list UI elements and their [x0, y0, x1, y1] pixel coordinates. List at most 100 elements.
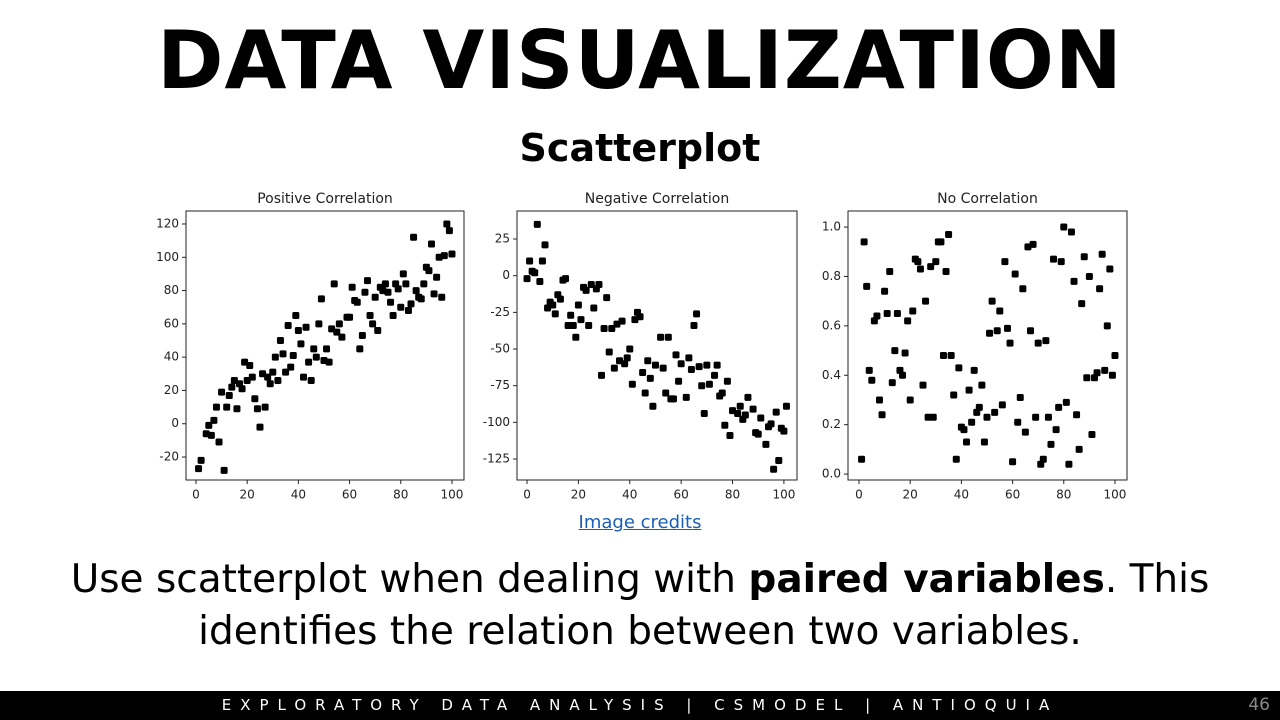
scatter-point [875, 396, 883, 404]
scatter-point [1101, 366, 1109, 374]
scatter-point [207, 431, 215, 439]
scatter-point [1029, 240, 1037, 248]
scatter-point [305, 358, 313, 366]
scatter-point [197, 456, 205, 464]
x-tick-label: 60 [342, 488, 357, 502]
scatter-point [394, 285, 402, 293]
scatter-point [610, 364, 618, 372]
scatter-point [873, 312, 881, 320]
scatter-point [325, 358, 333, 366]
scatter-point [975, 403, 983, 411]
y-tick-label: 0 [171, 416, 179, 430]
image-credits-link[interactable]: Image credits [578, 512, 702, 533]
scatter-point [734, 410, 742, 418]
scatter-point [430, 290, 438, 298]
scatter-point [698, 382, 706, 390]
scatter-point [269, 368, 277, 376]
scatter-point [261, 403, 269, 411]
x-tick-label: 20 [903, 488, 918, 502]
scatter-point [279, 350, 287, 358]
y-tick-label: 0.8 [822, 269, 841, 283]
scatter-point [955, 364, 963, 372]
scatter-point [287, 363, 295, 371]
scatter-point [577, 316, 585, 324]
y-tick-label: 0 [502, 268, 510, 282]
scatter-point [886, 268, 894, 276]
scatter-point [682, 393, 690, 401]
scatter-point [223, 403, 231, 411]
scatter-point [282, 368, 290, 376]
scatter-point [986, 329, 994, 337]
scatter-point [562, 275, 570, 283]
scatter-point [965, 386, 973, 394]
scatter-point [523, 275, 531, 283]
scatter-point [993, 327, 1001, 335]
scatter-point [605, 348, 613, 356]
x-tick-label: 60 [674, 488, 689, 502]
scatter-point [595, 280, 603, 288]
scatter-point [705, 380, 713, 388]
scatter-point [358, 332, 366, 340]
scatter-point [569, 322, 577, 330]
y-tick-label: 20 [164, 383, 179, 397]
scatter-point [950, 391, 958, 399]
scatter-point [996, 307, 1004, 315]
scatter-point [407, 300, 415, 308]
scatter-point [1073, 411, 1081, 419]
scatter-point [618, 317, 626, 325]
scatter-point [700, 410, 708, 418]
x-tick-label: 100 [772, 488, 795, 502]
y-tick-label: 100 [156, 250, 179, 264]
slide-title: DATA VISUALIZATION [157, 14, 1123, 107]
scatter-point [988, 297, 996, 305]
scatter-point [651, 361, 659, 369]
y-tick-label: 60 [164, 316, 179, 330]
scatter-point [427, 240, 435, 248]
scatter-point [531, 269, 539, 277]
scatter-point [664, 333, 672, 341]
scatter-point [271, 353, 279, 361]
scatter-point [248, 373, 256, 381]
scatter-point [1088, 431, 1096, 439]
x-tick-label: 0 [523, 488, 531, 502]
scatter-point [274, 376, 282, 384]
scatter-point [387, 298, 395, 306]
scatter-point [899, 371, 907, 379]
scatter-point [276, 337, 284, 345]
scatter-point [1019, 285, 1027, 293]
scatter-point [916, 265, 924, 273]
scatter-point [672, 351, 680, 359]
scatter-point [970, 366, 978, 374]
x-tick-label: 0 [192, 488, 200, 502]
scatter-point [1075, 445, 1083, 453]
scatter-point [968, 418, 976, 426]
scatter-point [741, 411, 749, 419]
scatter-point [641, 389, 649, 397]
footer-text: EXPLORATORY DATA ANALYSIS | CSMODEL | AN… [221, 696, 1059, 714]
scatter-point [881, 287, 889, 295]
scatter-point [1108, 371, 1116, 379]
scatter-point [1050, 255, 1058, 263]
scatter-point [772, 408, 780, 416]
scatter-point [868, 376, 876, 384]
scatter-point [888, 379, 896, 387]
scatter-point [726, 432, 734, 440]
scatter-point [292, 312, 300, 320]
scatter-point [225, 391, 233, 399]
scatter-point [1016, 393, 1024, 401]
scatter-point [312, 353, 320, 361]
scatter-point [983, 413, 991, 421]
scatter-point [549, 301, 557, 309]
scatter-point [608, 324, 616, 332]
scatter-point [1080, 253, 1088, 261]
y-tick-label: 0.6 [822, 318, 841, 332]
page-number: 46 [1248, 695, 1270, 715]
scatter-point [767, 420, 775, 428]
scatter-point [533, 220, 541, 228]
scatter-point [922, 297, 930, 305]
scatter-point [1034, 339, 1042, 347]
y-tick-label: -125 [483, 452, 510, 466]
scatter-point [1039, 455, 1047, 463]
x-tick-label: 20 [571, 488, 586, 502]
